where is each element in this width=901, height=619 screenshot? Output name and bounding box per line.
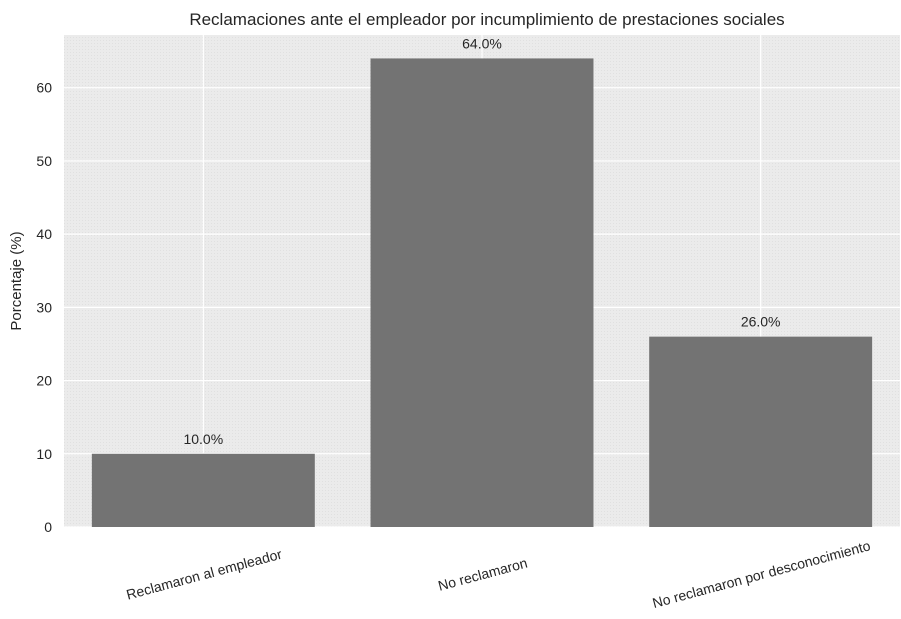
- y-tick-label: 50: [36, 153, 52, 169]
- chart-title: Reclamaciones ante el empleador por incu…: [189, 10, 784, 29]
- x-tick-label: No reclamaron: [436, 555, 529, 594]
- bar: [370, 58, 594, 528]
- bars-group: [91, 58, 873, 528]
- x-tick-label: No reclamaron por desconocimiento: [651, 537, 873, 611]
- y-tick-label: 0: [44, 519, 52, 535]
- x-tick-label: Reclamaron al empleador: [125, 546, 284, 603]
- y-tick-label: 60: [36, 80, 52, 96]
- y-tick-label: 20: [36, 373, 52, 389]
- bar: [649, 336, 873, 527]
- x-axis-ticks: Reclamaron al empleador No reclamaron No r…: [125, 537, 873, 611]
- bar-data-label: 26.0%: [741, 314, 781, 330]
- data-labels-group: 10.0% 64.0% 26.0%: [183, 35, 780, 446]
- bar: [91, 453, 315, 527]
- y-axis-label: Porcentaje (%): [8, 231, 25, 330]
- y-tick-label: 40: [36, 226, 52, 242]
- bar-data-label: 10.0%: [183, 431, 223, 447]
- y-tick-label: 10: [36, 446, 52, 462]
- y-axis-ticks: 0 10 20 30 40 50 60: [36, 80, 52, 535]
- y-tick-label: 30: [36, 299, 52, 315]
- bar-data-label: 64.0%: [462, 35, 502, 51]
